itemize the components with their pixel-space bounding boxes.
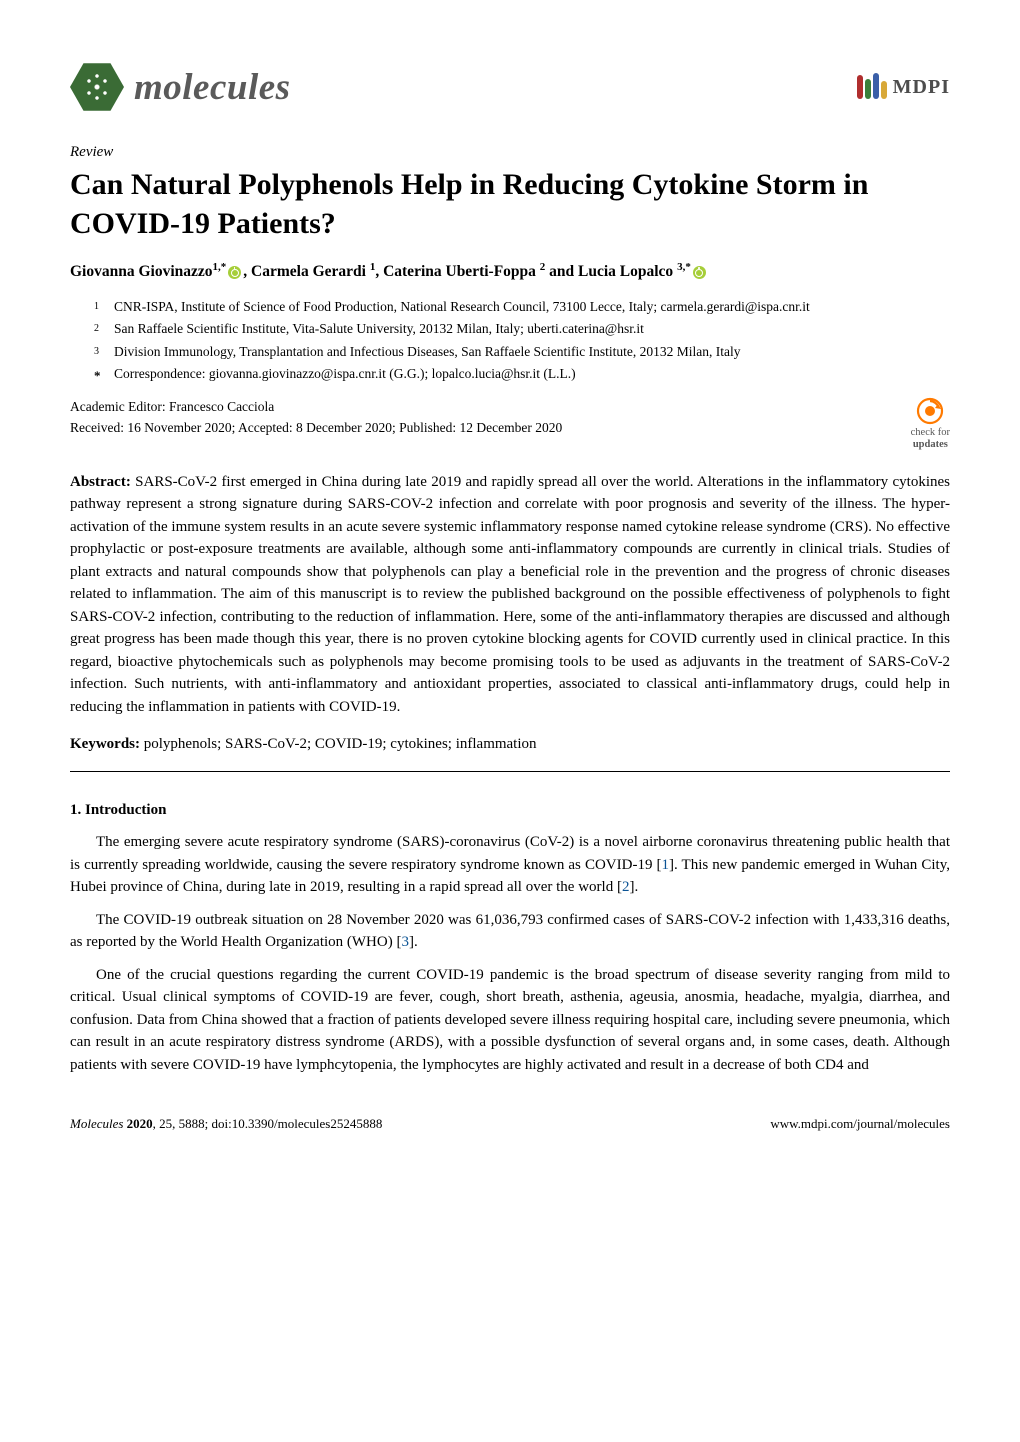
publisher-logo: MDPI: [853, 69, 950, 105]
author-4-sup: 3,*: [677, 261, 691, 273]
editor-dates-row: Academic Editor: Francesco Cacciola Rece…: [70, 397, 950, 450]
footer-row: Molecules 2020, 25, 5888; doi:10.3390/mo…: [70, 1116, 950, 1132]
abstract-text: SARS-CoV-2 first emerged in China during…: [70, 474, 950, 715]
editor-dates: Academic Editor: Francesco Cacciola Rece…: [70, 397, 562, 438]
abstract: Abstract: SARS-CoV-2 first emerged in Ch…: [70, 471, 950, 719]
author-4: and Lucia Lopalco: [545, 263, 673, 280]
correspondence-mark: *: [94, 364, 114, 386]
footer-year: 2020: [127, 1116, 153, 1131]
publisher-name: MDPI: [893, 76, 950, 99]
publication-dates: Received: 16 November 2020; Accepted: 8 …: [70, 418, 562, 438]
affiliation-row: 1 CNR-ISPA, Institute of Science of Food…: [94, 297, 950, 317]
correspondence-text: Correspondence: giovanna.giovinazzo@ispa…: [114, 364, 950, 386]
abstract-label: Abstract:: [70, 474, 131, 490]
check-updates-line2: updates: [913, 439, 948, 451]
keywords: Keywords: polyphenols; SARS-CoV-2; COVID…: [70, 736, 950, 753]
article-title: Can Natural Polyphenols Help in Reducing…: [70, 165, 950, 243]
affiliation-text: CNR-ISPA, Institute of Science of Food P…: [114, 297, 950, 317]
orcid-icon[interactable]: [693, 266, 706, 279]
affiliation-text: San Raffaele Scientific Institute, Vita-…: [114, 319, 950, 339]
check-for-updates-button[interactable]: check for updates: [911, 397, 950, 450]
p2-seg-b: ].: [409, 934, 418, 950]
affiliation-num: 3: [94, 342, 114, 362]
p2-seg-a: The COVID-19 outbreak situation on 28 No…: [70, 912, 950, 951]
affiliation-text: Division Immunology, Transplantation and…: [114, 342, 950, 362]
author-1: Giovanna Giovinazzo: [70, 263, 213, 280]
affiliation-row: * Correspondence: giovanna.giovinazzo@is…: [94, 364, 950, 386]
affiliation-row: 3 Division Immunology, Transplantation a…: [94, 342, 950, 362]
journal-name: molecules: [134, 66, 291, 109]
p1-seg-c: ].: [629, 879, 638, 895]
author-2: , Carmela Gerardi: [243, 263, 366, 280]
affiliation-num: 1: [94, 297, 114, 317]
orcid-icon[interactable]: [228, 266, 241, 279]
author-1-sup: 1,*: [213, 261, 227, 273]
affiliations: 1 CNR-ISPA, Institute of Science of Food…: [94, 297, 950, 385]
keywords-text: polyphenols; SARS-CoV-2; COVID-19; cytok…: [140, 736, 537, 752]
affiliation-row: 2 San Raffaele Scientific Institute, Vit…: [94, 319, 950, 339]
header-row: molecules MDPI: [70, 60, 950, 114]
section-heading: 1. Introduction: [70, 802, 950, 819]
affiliation-num: 2: [94, 319, 114, 339]
keywords-label: Keywords:: [70, 736, 140, 752]
footer-url[interactable]: www.mdpi.com/journal/molecules: [770, 1116, 950, 1132]
footer-rest: , 25, 5888; doi:10.3390/molecules2524588…: [153, 1116, 383, 1131]
footer-journal: Molecules: [70, 1116, 127, 1131]
citation-link[interactable]: 1: [662, 857, 670, 873]
body-paragraph: The COVID-19 outbreak situation on 28 No…: [70, 909, 950, 954]
check-updates-line1: check for: [911, 427, 950, 439]
journal-logo: molecules: [70, 60, 291, 114]
body-paragraph: One of the crucial questions regarding t…: [70, 964, 950, 1077]
check-updates-icon: [916, 397, 944, 425]
molecules-logo-icon: [70, 60, 124, 114]
separator-rule: [70, 771, 950, 772]
footer-citation: Molecules 2020, 25, 5888; doi:10.3390/mo…: [70, 1116, 382, 1132]
mdpi-logo-icon: [853, 69, 889, 105]
article-type: Review: [70, 144, 950, 161]
citation-link[interactable]: 3: [401, 934, 409, 950]
academic-editor: Academic Editor: Francesco Cacciola: [70, 397, 562, 417]
body-paragraph: The emerging severe acute respiratory sy…: [70, 831, 950, 899]
author-line: Giovanna Giovinazzo1,*, Carmela Gerardi …: [70, 261, 950, 281]
author-3: , Caterina Uberti-Foppa: [375, 263, 536, 280]
